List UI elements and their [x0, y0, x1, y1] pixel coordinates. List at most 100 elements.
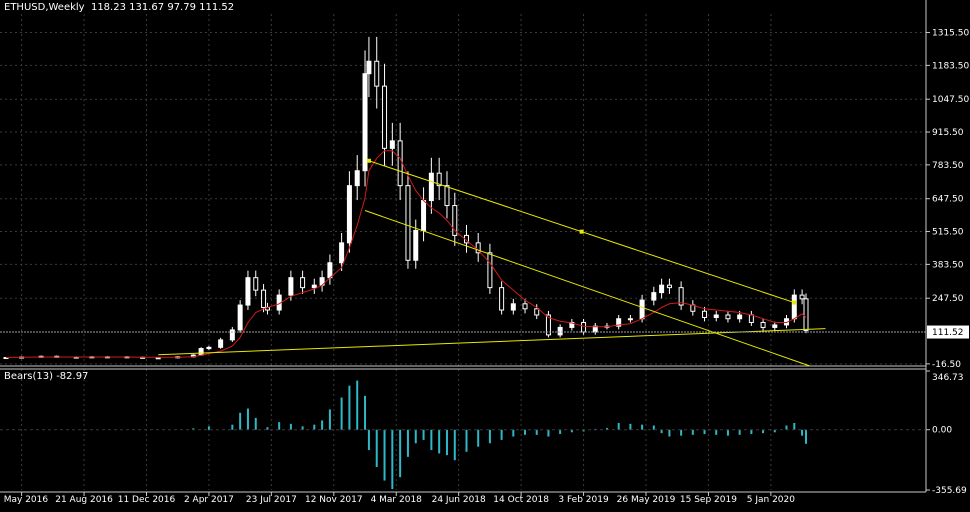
bull-candle-body: [510, 303, 516, 311]
indicator-name: Bears(13): [4, 371, 53, 382]
time-tick-label: 3 Feb 2019: [558, 495, 609, 505]
bull-candle-body: [627, 318, 633, 321]
current-price-tag-text: 111.52: [932, 328, 964, 338]
bull-candle-body: [3, 357, 9, 360]
bear-candle-body: [748, 314, 754, 323]
bull-candle-body: [428, 172, 434, 202]
price-axis: 1315.50 1183.50 1047.50 915.50 783.50 647.50 5…: [926, 29, 969, 370]
bear-candle-body: [522, 303, 528, 310]
time-tick-label: 11 Dec 2016: [118, 495, 176, 505]
bull-candle-body: [737, 314, 743, 320]
bear-candle-body: [702, 310, 708, 318]
price-tick-label: 247.50: [932, 294, 964, 304]
ohlc-low: 97.79: [167, 2, 196, 13]
current-price-tag: 111.52: [927, 325, 969, 339]
price-tick-label: 1315.50: [932, 29, 969, 39]
bull-candle-body: [651, 292, 657, 301]
ohlc-open: 118.23: [90, 2, 126, 13]
indicator-value: -82.97: [56, 371, 89, 382]
bear-candle-body: [475, 242, 481, 254]
time-tick-label: 2 Apr 2017: [184, 495, 234, 505]
bear-candle-body: [444, 185, 450, 207]
bear-candle-body: [666, 284, 672, 289]
bear-candle-body: [374, 60, 380, 87]
indicator-tick-label: 0.00: [932, 426, 952, 436]
bear-candle-body: [678, 287, 684, 306]
bears-histogram: [192, 380, 807, 490]
bull-candle-body: [413, 229, 419, 261]
trendline-end-handle[interactable]: [792, 300, 797, 305]
trendline-mid-handle[interactable]: [579, 229, 584, 234]
bear-candle-body: [261, 289, 267, 309]
bear-candle-body: [253, 277, 259, 291]
bear-candle-body: [760, 321, 766, 328]
bull-candle-body: [339, 242, 345, 264]
time-tick-label: 1 May 2016: [0, 495, 48, 505]
bull-candle-body: [245, 277, 251, 306]
time-tick-label: 26 May 2019: [617, 495, 676, 505]
bull-candle-body: [346, 185, 352, 244]
bull-candle-body: [218, 339, 224, 348]
time-tick-label: 15 Sep 2019: [680, 495, 737, 505]
bull-candle-body: [791, 294, 797, 320]
indicator-header: Bears(13) -82.97: [4, 371, 88, 382]
trendlines[interactable]: [158, 158, 826, 367]
price-tick-label: 1047.50: [932, 95, 969, 105]
bull-candle-body: [616, 318, 622, 327]
bear-candle-body: [487, 252, 493, 289]
bear-candle-body: [436, 172, 442, 187]
bear-candle-body: [452, 205, 458, 236]
bear-candle-body: [725, 314, 731, 320]
price-tick-label: 1183.50: [932, 61, 969, 71]
bull-candle-body: [772, 324, 778, 328]
bear-candle-body: [300, 277, 306, 289]
time-axis: 1 May 2016 21 Aug 2016 11 Dec 2016 2 Apr 20…: [0, 492, 795, 505]
bull-candle-body: [389, 140, 395, 149]
bull-candle-body: [229, 329, 235, 341]
indicator-axis: 346.73 0.00 -355.69: [926, 370, 967, 496]
time-tick-label: 14 Oct 2018: [493, 495, 549, 505]
price-tick-label: 383.50: [932, 260, 964, 270]
time-tick-label: 23 Jul 2017: [246, 495, 297, 505]
bear-candle-body: [534, 308, 540, 316]
candlestick-series: [3, 36, 809, 360]
time-tick-label: 5 Jan 2020: [747, 495, 795, 505]
bull-candle-body: [659, 284, 665, 294]
bull-candle-body: [569, 321, 575, 328]
bear-candle-body: [382, 85, 388, 149]
bear-candle-body: [499, 287, 505, 311]
time-tick-label: 21 Aug 2016: [55, 495, 113, 505]
bear-candle-body: [397, 140, 403, 187]
bear-candle-body: [581, 321, 587, 333]
ohlc-high: 131.67: [129, 2, 165, 13]
bull-candle-body: [421, 200, 427, 231]
ohlc-close: 111.52: [199, 2, 235, 13]
moving-average-line: [5, 150, 807, 358]
bull-candle-body: [206, 346, 212, 350]
time-tick-label: 12 Nov 2017: [305, 495, 363, 505]
trendline[interactable]: [158, 328, 826, 356]
symbol-label: ETHUSD,Weekly: [4, 2, 85, 13]
bull-candle-body: [354, 170, 360, 187]
time-tick-label: 24 Jun 2018: [432, 495, 486, 505]
indicator-tick-label: 346.73: [932, 373, 964, 383]
price-tick-label: -16.50: [932, 360, 961, 370]
price-tick-label: 783.50: [932, 161, 964, 171]
bull-candle-body: [311, 284, 317, 289]
bull-candle-body: [288, 277, 294, 296]
price-tick-label: 647.50: [932, 195, 964, 205]
bull-candle-body: [155, 357, 161, 360]
price-tick-label: 915.50: [932, 128, 964, 138]
trendline[interactable]: [364, 210, 811, 367]
bull-candle-body: [362, 73, 368, 172]
bull-candle-body: [557, 326, 563, 336]
price-tick-label: 515.50: [932, 228, 964, 238]
bull-candle-body: [713, 314, 719, 318]
bull-candle-body: [639, 299, 645, 320]
trendline-anchor-handle[interactable]: [366, 158, 371, 163]
current-price-tag-bg: [927, 325, 969, 339]
time-tick-label: 4 Mar 2018: [371, 495, 423, 505]
bear-candle-body: [799, 294, 805, 300]
